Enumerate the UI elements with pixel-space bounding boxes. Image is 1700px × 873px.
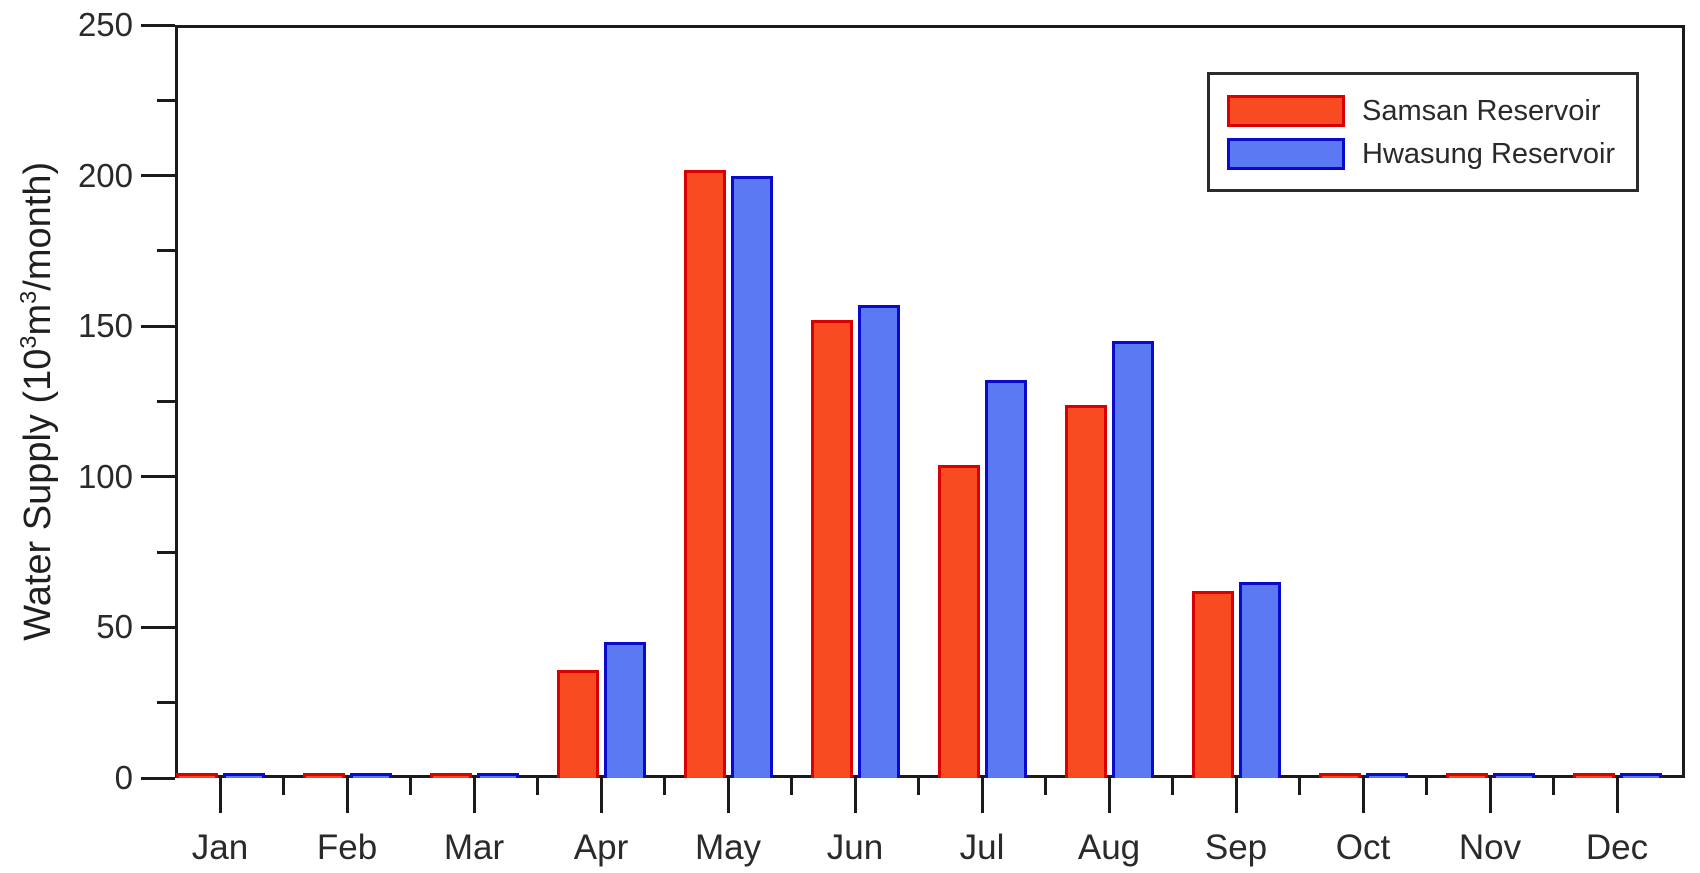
bar-aug-hwasung — [1111, 341, 1154, 778]
y-axis-tick-label: 0 — [114, 759, 133, 796]
x-axis-major-tick — [218, 778, 222, 813]
x-axis-minor-tick — [790, 778, 793, 795]
x-axis-minor-tick — [409, 778, 412, 795]
legend-swatch-hwasung — [1227, 137, 1345, 170]
x-axis-major-tick — [599, 778, 603, 813]
y-axis-minor-tick — [157, 550, 175, 554]
x-axis-major-tick — [1361, 778, 1365, 813]
x-axis-tick-label: Jul — [959, 828, 1005, 867]
bar-oct-hwasung — [1365, 773, 1408, 778]
legend-label-hwasung: Hwasung Reservoir — [1362, 137, 1616, 170]
legend-item-samsan: Samsan Reservoir — [1227, 94, 1636, 127]
y-axis-major-tick — [141, 174, 175, 178]
y-axis-major-tick — [141, 776, 175, 780]
x-axis-minor-tick — [917, 778, 920, 795]
bar-jun-hwasung — [857, 305, 900, 778]
y-axis-minor-tick — [157, 701, 175, 705]
y-axis-tick-label: 150 — [77, 307, 133, 345]
bar-dec-samsan — [1572, 773, 1615, 778]
y-axis-title-sup: 3 — [14, 290, 41, 304]
x-axis-minor-tick — [1044, 778, 1047, 795]
x-axis-major-tick — [345, 778, 349, 813]
bar-mar-hwasung — [476, 773, 519, 778]
y-axis-title: Water Supply (103m3/month) — [15, 162, 60, 641]
x-axis-major-tick — [1488, 778, 1492, 813]
x-axis-major-tick — [853, 778, 857, 813]
bar-apr-hwasung — [603, 642, 646, 778]
bar-feb-samsan — [302, 773, 345, 778]
y-axis-minor-tick — [157, 98, 175, 102]
x-axis-major-tick — [1107, 778, 1111, 813]
x-axis-minor-tick — [282, 778, 285, 795]
y-axis-major-tick — [141, 23, 175, 27]
x-axis-major-tick — [1234, 778, 1238, 813]
x-axis-major-tick — [980, 778, 984, 813]
legend-swatch-samsan — [1227, 94, 1345, 127]
bar-jan-samsan — [175, 773, 218, 778]
legend-item-hwasung: Hwasung Reservoir — [1227, 137, 1636, 170]
x-axis-minor-tick — [1298, 778, 1301, 795]
bar-dec-hwasung — [1619, 773, 1662, 778]
bar-sep-samsan — [1191, 591, 1234, 778]
x-axis-tick-label: Dec — [1585, 828, 1649, 867]
y-axis-minor-tick — [157, 400, 175, 403]
y-axis-major-tick — [141, 475, 175, 479]
bar-aug-samsan — [1064, 405, 1107, 778]
y-axis-tick-label: 50 — [96, 608, 133, 646]
bar-jun-samsan — [810, 320, 853, 778]
x-axis-tick-label: Feb — [316, 828, 378, 867]
bar-nov-hwasung — [1492, 773, 1535, 778]
bar-jan-hwasung — [222, 773, 265, 778]
bar-feb-hwasung — [349, 773, 392, 778]
x-axis-minor-tick — [536, 778, 539, 795]
x-axis-tick-label: Jun — [826, 828, 884, 867]
y-axis-title-wrap: Water Supply (103m3/month) — [0, 25, 74, 778]
bar-sep-hwasung — [1238, 582, 1281, 778]
x-axis-major-tick — [726, 778, 730, 813]
x-axis-tick-label: Nov — [1458, 828, 1522, 867]
legend-label-samsan: Samsan Reservoir — [1362, 94, 1601, 127]
legend: Samsan Reservoir Hwasung Reservoir — [1207, 72, 1639, 192]
x-axis-tick-label: Aug — [1077, 828, 1141, 867]
x-axis-minor-tick — [1425, 778, 1428, 795]
x-axis-minor-tick — [1171, 778, 1174, 795]
y-axis-major-tick — [141, 625, 175, 629]
bar-apr-samsan — [556, 670, 599, 778]
x-axis-minor-tick — [663, 778, 666, 795]
bar-nov-samsan — [1445, 773, 1488, 778]
x-axis-major-tick — [1615, 778, 1619, 813]
x-axis-minor-tick — [1552, 778, 1555, 795]
x-axis-tick-label: Oct — [1335, 828, 1391, 867]
bar-jul-samsan — [937, 465, 980, 778]
bar-oct-samsan — [1318, 773, 1361, 778]
x-axis-tick-label: May — [694, 828, 762, 867]
y-axis-major-tick — [141, 324, 175, 328]
y-axis-tick-label: 250 — [77, 6, 133, 43]
x-axis-tick-label: Apr — [573, 828, 629, 867]
y-axis-tick-label: 200 — [77, 156, 133, 194]
bar-mar-samsan — [429, 773, 472, 778]
bar-may-hwasung — [730, 176, 773, 778]
x-axis-tick-label: Sep — [1204, 828, 1268, 867]
bar-may-samsan — [683, 170, 726, 778]
y-axis-tick-label: 100 — [77, 457, 133, 495]
x-axis-tick-label: Mar — [443, 828, 505, 867]
y-axis-minor-tick — [157, 249, 175, 253]
bar-jul-hwasung — [984, 380, 1027, 778]
x-axis-major-tick — [472, 778, 476, 813]
x-axis-tick-label: Jan — [191, 828, 249, 867]
